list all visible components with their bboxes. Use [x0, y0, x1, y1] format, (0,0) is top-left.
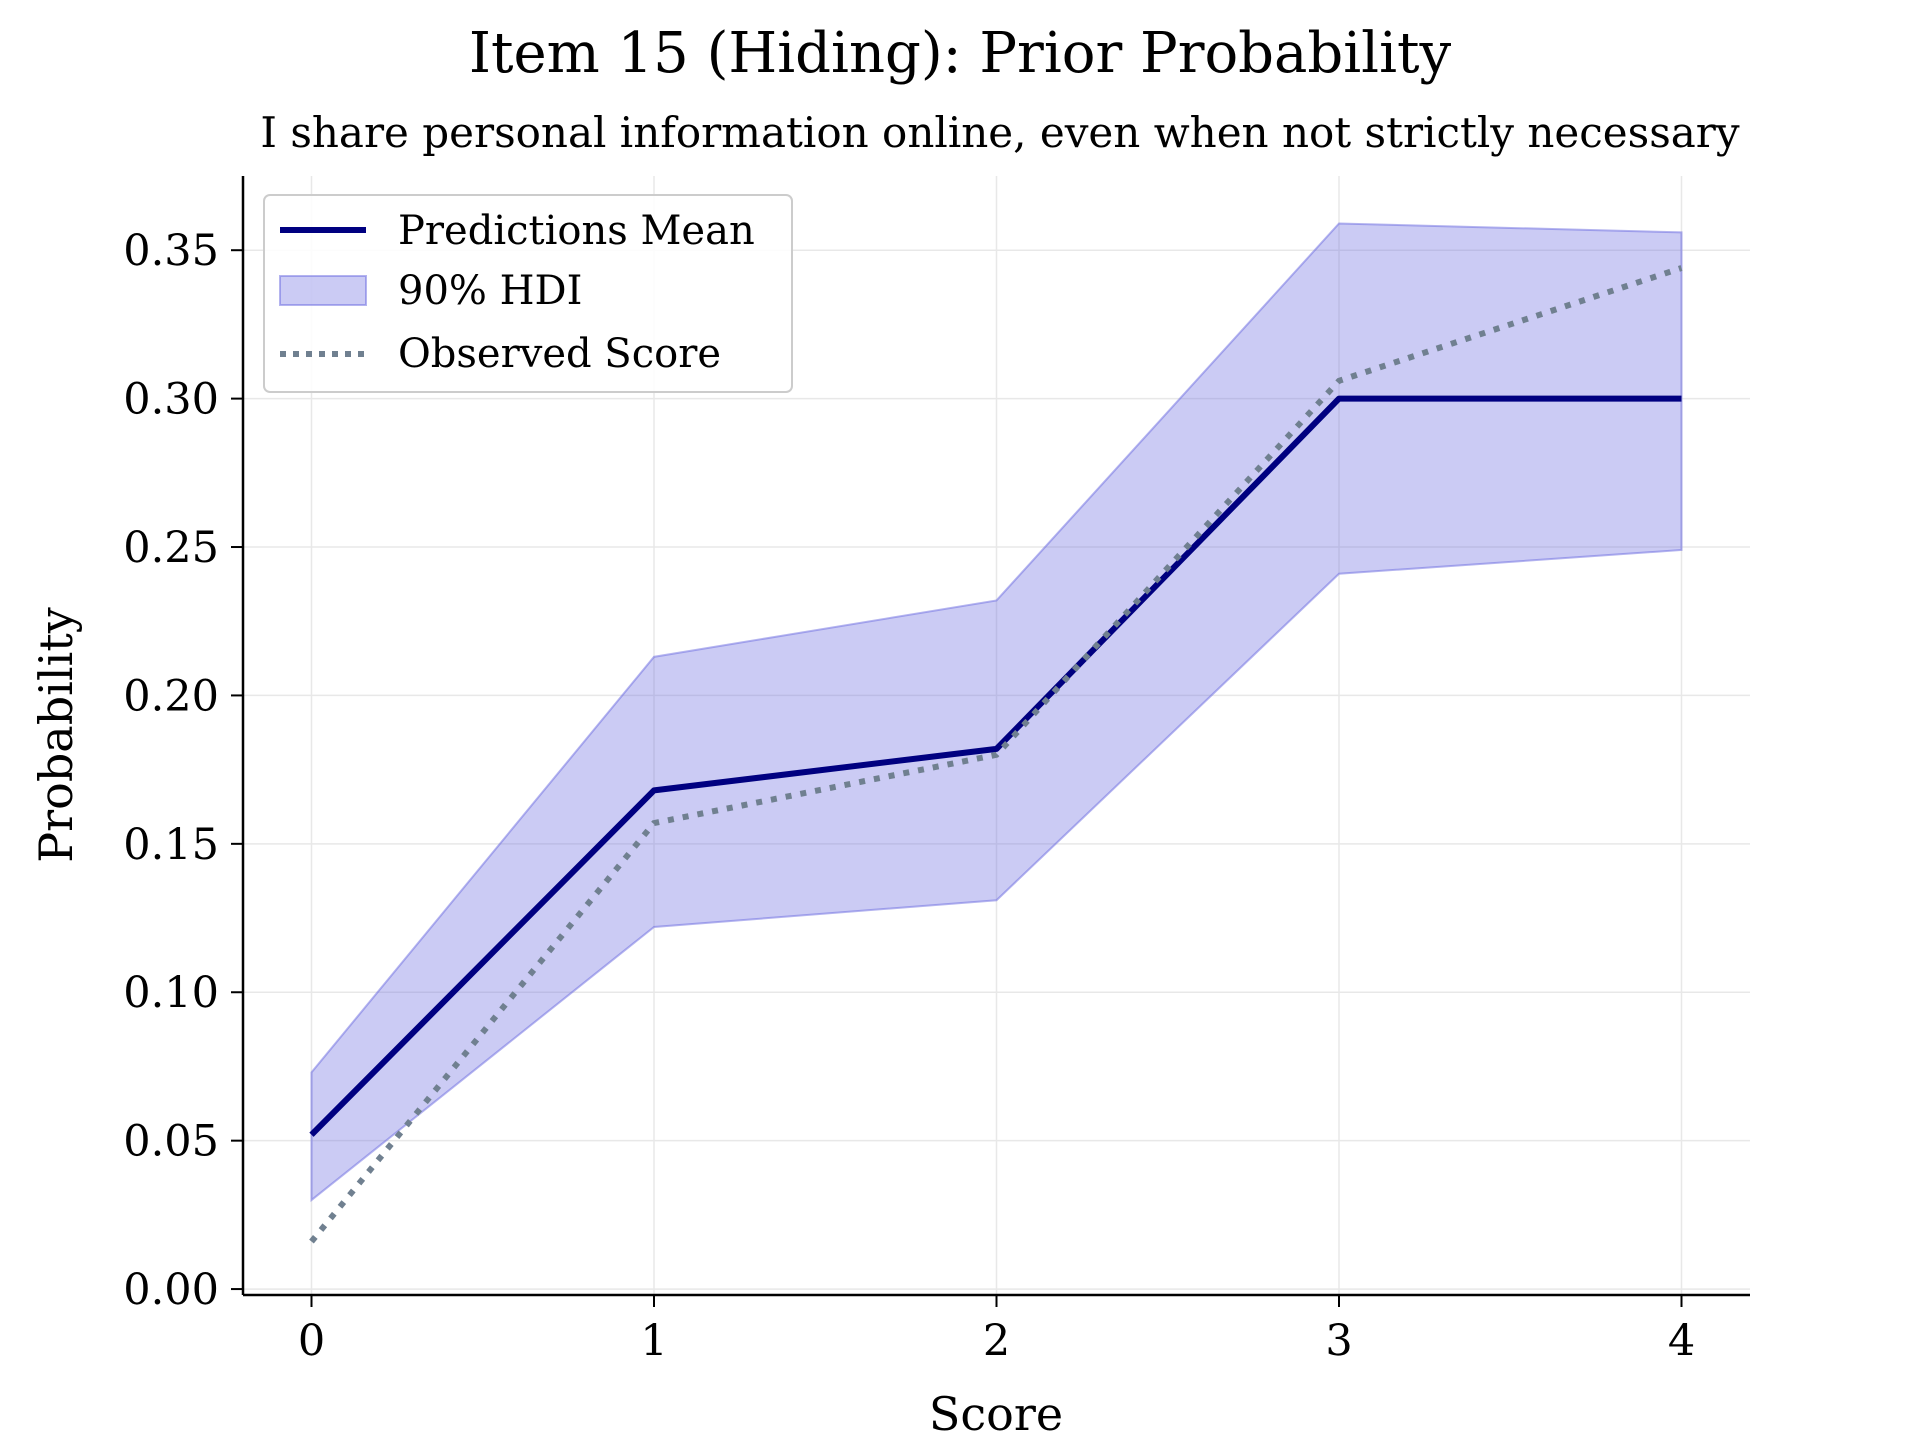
x-tick-label: 0	[298, 1316, 325, 1366]
chart-subtitle: I share personal information online, eve…	[260, 108, 1739, 157]
legend-observed-label: Observed Score	[398, 331, 721, 377]
predictions-mean-line	[309, 395, 1682, 1137]
y-tick-label: 0.05	[123, 1117, 219, 1167]
legend-hdi-label: 90% HDI	[398, 268, 582, 314]
y-ticks: 0.00 0.05 0.10 0.15 0.20 0.25 0.30 0.35	[123, 226, 243, 1315]
legend: Predictions Mean 90% HDI Observed Score	[263, 194, 793, 393]
legend-mean-label: Predictions Mean	[398, 208, 755, 254]
x-tick-label: 1	[640, 1316, 667, 1366]
x-ticks: 0 1 2 3 4	[298, 1295, 1695, 1366]
grid	[243, 176, 1750, 1295]
legend-hdi-swatch	[279, 275, 367, 306]
lines-layer	[309, 265, 1683, 1244]
x-tick-label: 4	[1668, 1316, 1695, 1366]
chart-title: Item 15 (Hiding): Prior Probability	[469, 21, 1452, 86]
hdi-band-layer	[310, 222, 1683, 1203]
y-tick-label: 0.10	[123, 968, 219, 1018]
observed-score-line	[309, 265, 1683, 1244]
y-axis-label: Probability	[29, 607, 83, 863]
x-tick-label: 2	[983, 1316, 1010, 1366]
y-tick-label: 0.00	[123, 1265, 219, 1315]
y-tick-label: 0.35	[123, 226, 219, 276]
x-axis-label: Score	[929, 1387, 1063, 1440]
y-tick-label: 0.25	[123, 523, 219, 573]
y-tick-label: 0.30	[123, 375, 219, 425]
y-tick-label: 0.15	[123, 820, 219, 870]
hdi-band	[310, 222, 1683, 1203]
x-tick-label: 3	[1325, 1316, 1352, 1366]
y-tick-label: 0.20	[123, 671, 219, 721]
legend-frame	[263, 194, 793, 393]
